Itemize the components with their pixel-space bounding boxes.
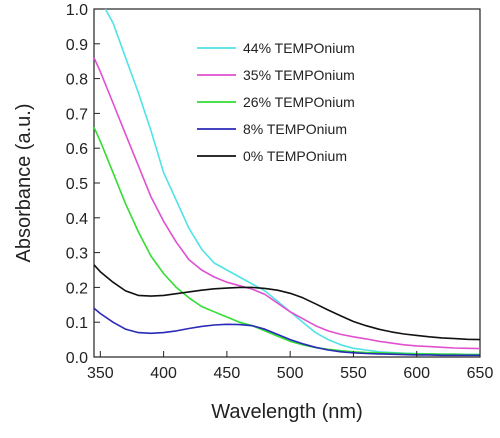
legend-label-4: 0% TEMPOnium: [243, 148, 347, 164]
x-tick-label: 450: [214, 365, 241, 382]
x-tick-label: 500: [277, 365, 304, 382]
y-axis-label: Absorbance (a.u.): [13, 104, 35, 263]
x-axis: 350 400 450 500 550 600 650: [87, 351, 493, 382]
x-tick-label: 400: [150, 365, 177, 382]
legend-label-2: 26% TEMPOnium: [243, 94, 355, 110]
x-tick-label: 350: [87, 365, 114, 382]
legend: 44% TEMPOnium 35% TEMPOnium 26% TEMPOnium 8…: [197, 40, 355, 164]
series-line-2: [93, 126, 480, 356]
y-tick-label: 0.5: [66, 176, 88, 193]
y-tick-label: 0.7: [66, 106, 88, 123]
plot-frame: [93, 8, 481, 358]
x-tick-label: 550: [340, 365, 367, 382]
x-tick-label: 650: [467, 365, 494, 382]
y-tick-label: 0.9: [66, 37, 88, 54]
y-tick-label: 0.2: [66, 280, 88, 297]
y-tick-label: 0.1: [66, 315, 88, 332]
legend-label-0: 44% TEMPOnium: [243, 40, 355, 56]
y-axis: 0.0 0.1 0.2 0.3 0.4 0.5 0.6 0.7 0.8 0.9 1.0: [66, 2, 100, 367]
y-tick-label: 0.3: [66, 246, 88, 263]
y-tick-label: 0.0: [66, 350, 88, 367]
y-tick-label: 0.6: [66, 141, 88, 158]
y-tick-label: 1.0: [66, 2, 88, 19]
series-line-1: [93, 57, 481, 350]
x-tick-label: 600: [403, 365, 430, 382]
y-tick-label: 0.8: [66, 72, 88, 89]
series-line-4: [93, 264, 481, 341]
series-layer: [93, 8, 481, 357]
legend-label-1: 35% TEMPOnium: [243, 67, 355, 83]
y-tick-label: 0.4: [66, 211, 88, 228]
legend-label-3: 8% TEMPOnium: [243, 121, 347, 137]
series-line-3: [93, 307, 480, 357]
x-axis-label: Wavelength (nm): [211, 401, 363, 423]
series-line-0: [104, 8, 480, 356]
